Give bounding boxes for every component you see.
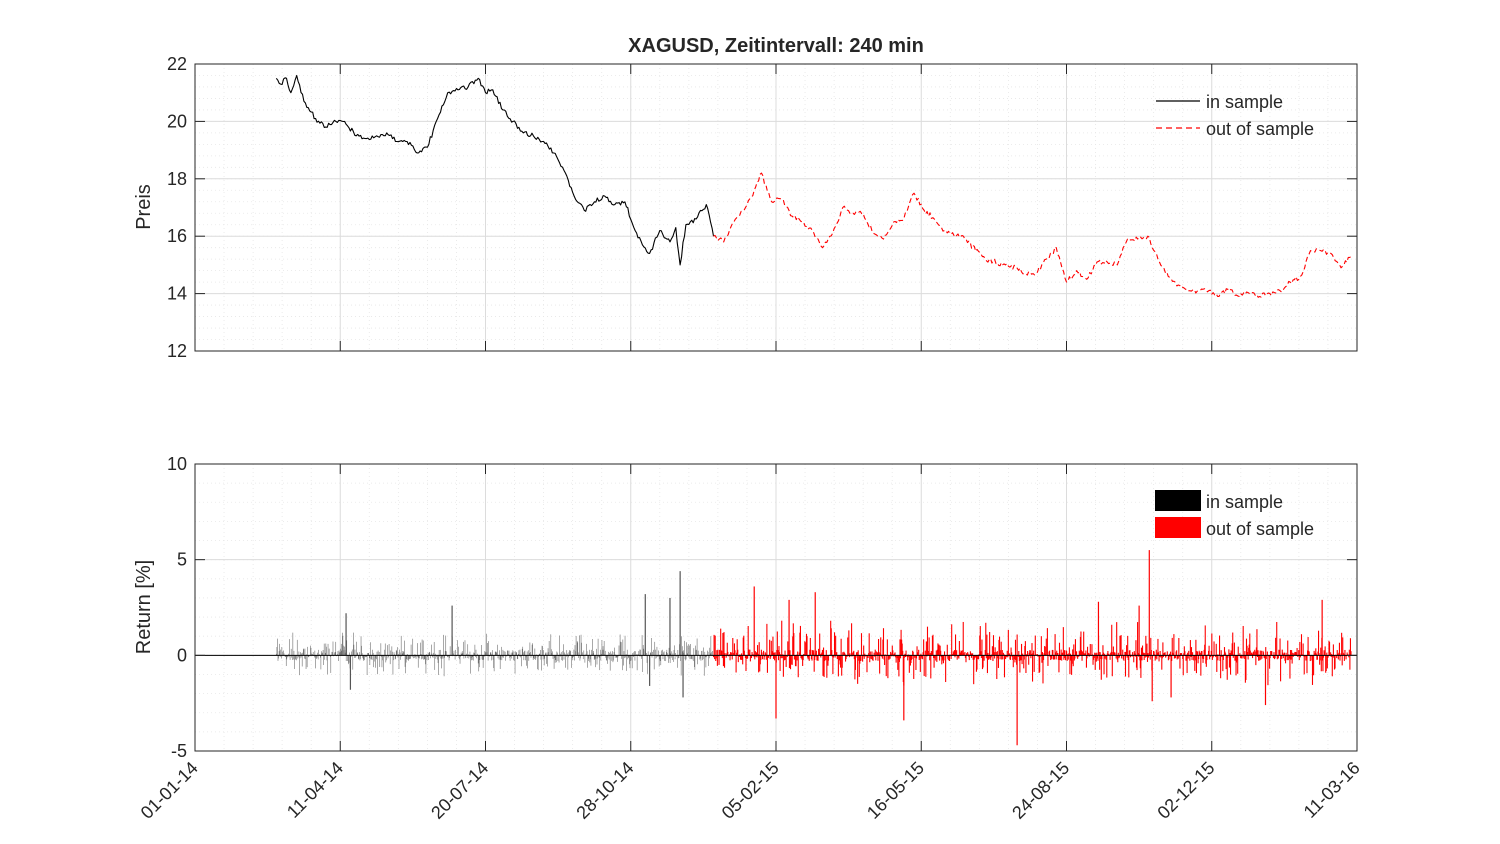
x-tick-label: 11-03-16 bbox=[1300, 758, 1364, 822]
return-bars-in-sample bbox=[276, 571, 714, 698]
price-legend: in sample out of sample bbox=[1156, 92, 1314, 139]
return-legend-out-of-sample-swatch bbox=[1155, 517, 1201, 538]
return-legend-in-sample-label: in sample bbox=[1206, 492, 1283, 512]
y-tick-label: -5 bbox=[171, 741, 187, 761]
return-series bbox=[195, 550, 1357, 746]
x-tick-label: 16-05-15 bbox=[863, 758, 928, 823]
price-legend-out-of-sample-label: out of sample bbox=[1206, 119, 1314, 139]
return-legend-out-of-sample-label: out of sample bbox=[1206, 519, 1314, 539]
return-legend: in sample out of sample bbox=[1155, 490, 1314, 539]
x-tick-label: 02-12-15 bbox=[1153, 758, 1218, 823]
y-tick-label: 14 bbox=[167, 284, 187, 304]
x-tick-label: 11-04-14 bbox=[283, 758, 347, 822]
y-tick-label: 20 bbox=[167, 111, 187, 131]
x-tick-label: 20-07-14 bbox=[427, 758, 492, 823]
x-tick-label: 05-02-15 bbox=[718, 758, 783, 823]
price-legend-in-sample-label: in sample bbox=[1206, 92, 1283, 112]
y-tick-label: 12 bbox=[167, 341, 187, 361]
y-tick-label: 0 bbox=[177, 645, 187, 665]
chart-title: XAGUSD, Zeitintervall: 240 min bbox=[628, 35, 924, 57]
price-line-in-sample bbox=[275, 74, 715, 266]
price-series bbox=[275, 74, 1352, 298]
price-grid bbox=[195, 63, 1357, 352]
y-tick-label: 22 bbox=[167, 54, 187, 74]
y-tick-label: 10 bbox=[167, 454, 187, 474]
y-tick-label: 5 bbox=[177, 550, 187, 570]
x-tick-label: 01-01-14 bbox=[137, 758, 202, 823]
return-axes: 01-01-14 11-04-14 20-07-14 28-10-14 05-02-15… bbox=[133, 454, 1364, 823]
price-y-axis-label: Preis bbox=[133, 184, 155, 230]
x-tick-label: 24-08-15 bbox=[1008, 758, 1073, 823]
x-tick-label: 28-10-14 bbox=[572, 758, 637, 823]
price-axes: 12 14 16 18 20 22 XAGUSD, Zeitintervall: 240 … bbox=[133, 35, 1358, 361]
return-legend-in-sample-swatch bbox=[1155, 490, 1201, 511]
price-ticks: 12 14 16 18 20 22 bbox=[167, 54, 1358, 361]
y-tick-label: 16 bbox=[167, 226, 187, 246]
y-tick-label: 18 bbox=[167, 169, 187, 189]
return-y-axis-label: Return [%] bbox=[133, 560, 155, 654]
